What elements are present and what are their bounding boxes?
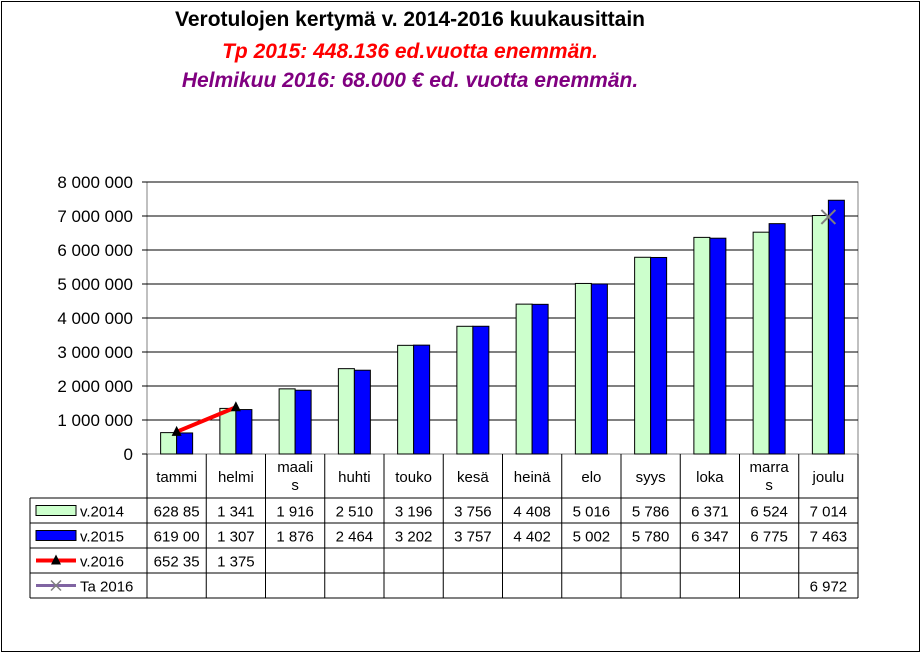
y-tick-label: 1 000 000: [57, 411, 133, 430]
table-cell-Ta2016-11: 6 972: [810, 579, 848, 596]
bar-v2014-3: [337, 368, 355, 455]
legend-label-v2014: v.2014: [80, 504, 124, 521]
x-category-label: tammi: [156, 469, 197, 486]
x-category-label: syys: [636, 469, 666, 486]
bar-v2015-3: [353, 369, 371, 455]
bar-v2015-4: [413, 344, 431, 455]
table-cell-v2014-0: 628 85: [154, 504, 200, 521]
bar-v2015-6: [531, 303, 549, 455]
bar-v2014-11: [811, 215, 829, 455]
marker-Ta2016-0: [820, 209, 837, 225]
bar-v2014-9: [693, 236, 711, 455]
table-cell-v2014-11: 7 014: [810, 504, 848, 521]
bar-v2015-0: [176, 432, 194, 455]
table-cell-v2015-11: 7 463: [810, 529, 848, 546]
table-cell-v2015-6: 4 402: [513, 529, 551, 546]
chart-subtitle-helmikuu: Helmikuu 2016: 68.000 € ed. vuotta enemm…: [181, 69, 639, 92]
bar-v2014-4: [397, 344, 415, 455]
y-tick-label: 3 000 000: [57, 343, 133, 362]
table-cell-v2014-9: 6 371: [691, 504, 729, 521]
bar-v2014-1: [219, 407, 237, 455]
y-tick-label: 6 000 000: [57, 241, 133, 260]
table-cell-v2014-6: 4 408: [513, 504, 551, 521]
y-tick-label: 2 000 000: [57, 377, 133, 396]
bar-v2015-1: [235, 409, 253, 455]
chart-subtitle-tp2015: Tp 2015: 448.136 ed.vuotta enemmän.: [222, 40, 598, 63]
chart-title: Verotulojen kertymä v. 2014-2016 kuukaus…: [175, 8, 645, 31]
y-tick-label: 0: [124, 445, 133, 464]
bar-v2015-9: [709, 237, 727, 455]
bar-v2014-6: [515, 303, 533, 455]
table-cell-v2014-10: 6 524: [750, 504, 788, 521]
legend-label-v2016: v.2016: [80, 554, 124, 571]
table-cell-v2014-8: 5 786: [632, 504, 670, 521]
table-cell-v2015-1: 1 307: [217, 529, 255, 546]
line-v2016: [175, 405, 237, 434]
table-cell-v2015-2: 1 876: [276, 529, 314, 546]
table-cell-v2015-7: 5 002: [573, 529, 611, 546]
bar-v2015-2: [294, 389, 312, 455]
table-cell-v2015-10: 6 775: [750, 529, 788, 546]
table-cell-v2014-4: 3 196: [395, 504, 433, 521]
y-tick-label: 4 000 000: [57, 309, 133, 328]
table-cell-v2014-2: 1 916: [276, 504, 314, 521]
table-cell-v2015-0: 619 00: [154, 529, 200, 546]
x-category-label: joulu: [812, 469, 845, 486]
bar-v2014-8: [634, 256, 652, 455]
legend-label-Ta2016: Ta 2016: [80, 579, 133, 596]
x-category-label: marra s: [750, 459, 790, 494]
legend-label-v2015: v.2015: [80, 529, 124, 546]
bar-v2014-0: [160, 432, 178, 455]
table-cell-v2014-7: 5 016: [573, 504, 611, 521]
legend-marker-b: [50, 579, 62, 592]
x-category-label: elo: [581, 469, 601, 486]
legend-key-v2014: [35, 505, 77, 516]
bar-v2015-5: [472, 325, 490, 455]
legend-marker-v2016: [51, 554, 61, 565]
table-cell-v2014-3: 2 510: [336, 504, 374, 521]
x-category-label: helmi: [218, 469, 254, 486]
table-cell-v2015-4: 3 202: [395, 529, 433, 546]
bar-v2014-7: [574, 282, 592, 455]
bar-v2014-2: [278, 388, 296, 455]
y-tick-label: 7 000 000: [57, 207, 133, 226]
y-tick-label: 5 000 000: [57, 275, 133, 294]
marker-v2016-0: [171, 425, 182, 436]
table-cell-v2015-8: 5 780: [632, 529, 670, 546]
x-category-label: maali s: [277, 459, 313, 494]
x-category-label: loka: [696, 469, 724, 486]
bar-v2015-10: [768, 223, 786, 455]
bar-v2015-7: [590, 283, 608, 455]
bar-v2014-5: [456, 325, 474, 455]
table-cell-v2016-1: 1 375: [217, 554, 255, 571]
x-category-label: kesä: [457, 469, 489, 486]
table-cell-v2015-9: 6 347: [691, 529, 729, 546]
bar-v2014-10: [752, 231, 770, 455]
table-cell-v2016-0: 652 35: [154, 554, 200, 571]
bar-v2015-8: [650, 256, 668, 455]
table-cell-v2014-1: 1 341: [217, 504, 255, 521]
table-cell-v2015-3: 2 464: [336, 529, 374, 546]
marker-v2016-1: [230, 401, 241, 412]
x-category-label: touko: [395, 469, 432, 486]
bar-v2015-11: [827, 199, 845, 455]
y-tick-label: 8 000 000: [57, 173, 133, 192]
table-cell-v2014-5: 3 756: [454, 504, 492, 521]
x-category-label: huhti: [338, 469, 371, 486]
x-category-label: heinä: [514, 469, 551, 486]
table-cell-v2015-5: 3 757: [454, 529, 492, 546]
legend-key-v2015: [35, 530, 77, 541]
